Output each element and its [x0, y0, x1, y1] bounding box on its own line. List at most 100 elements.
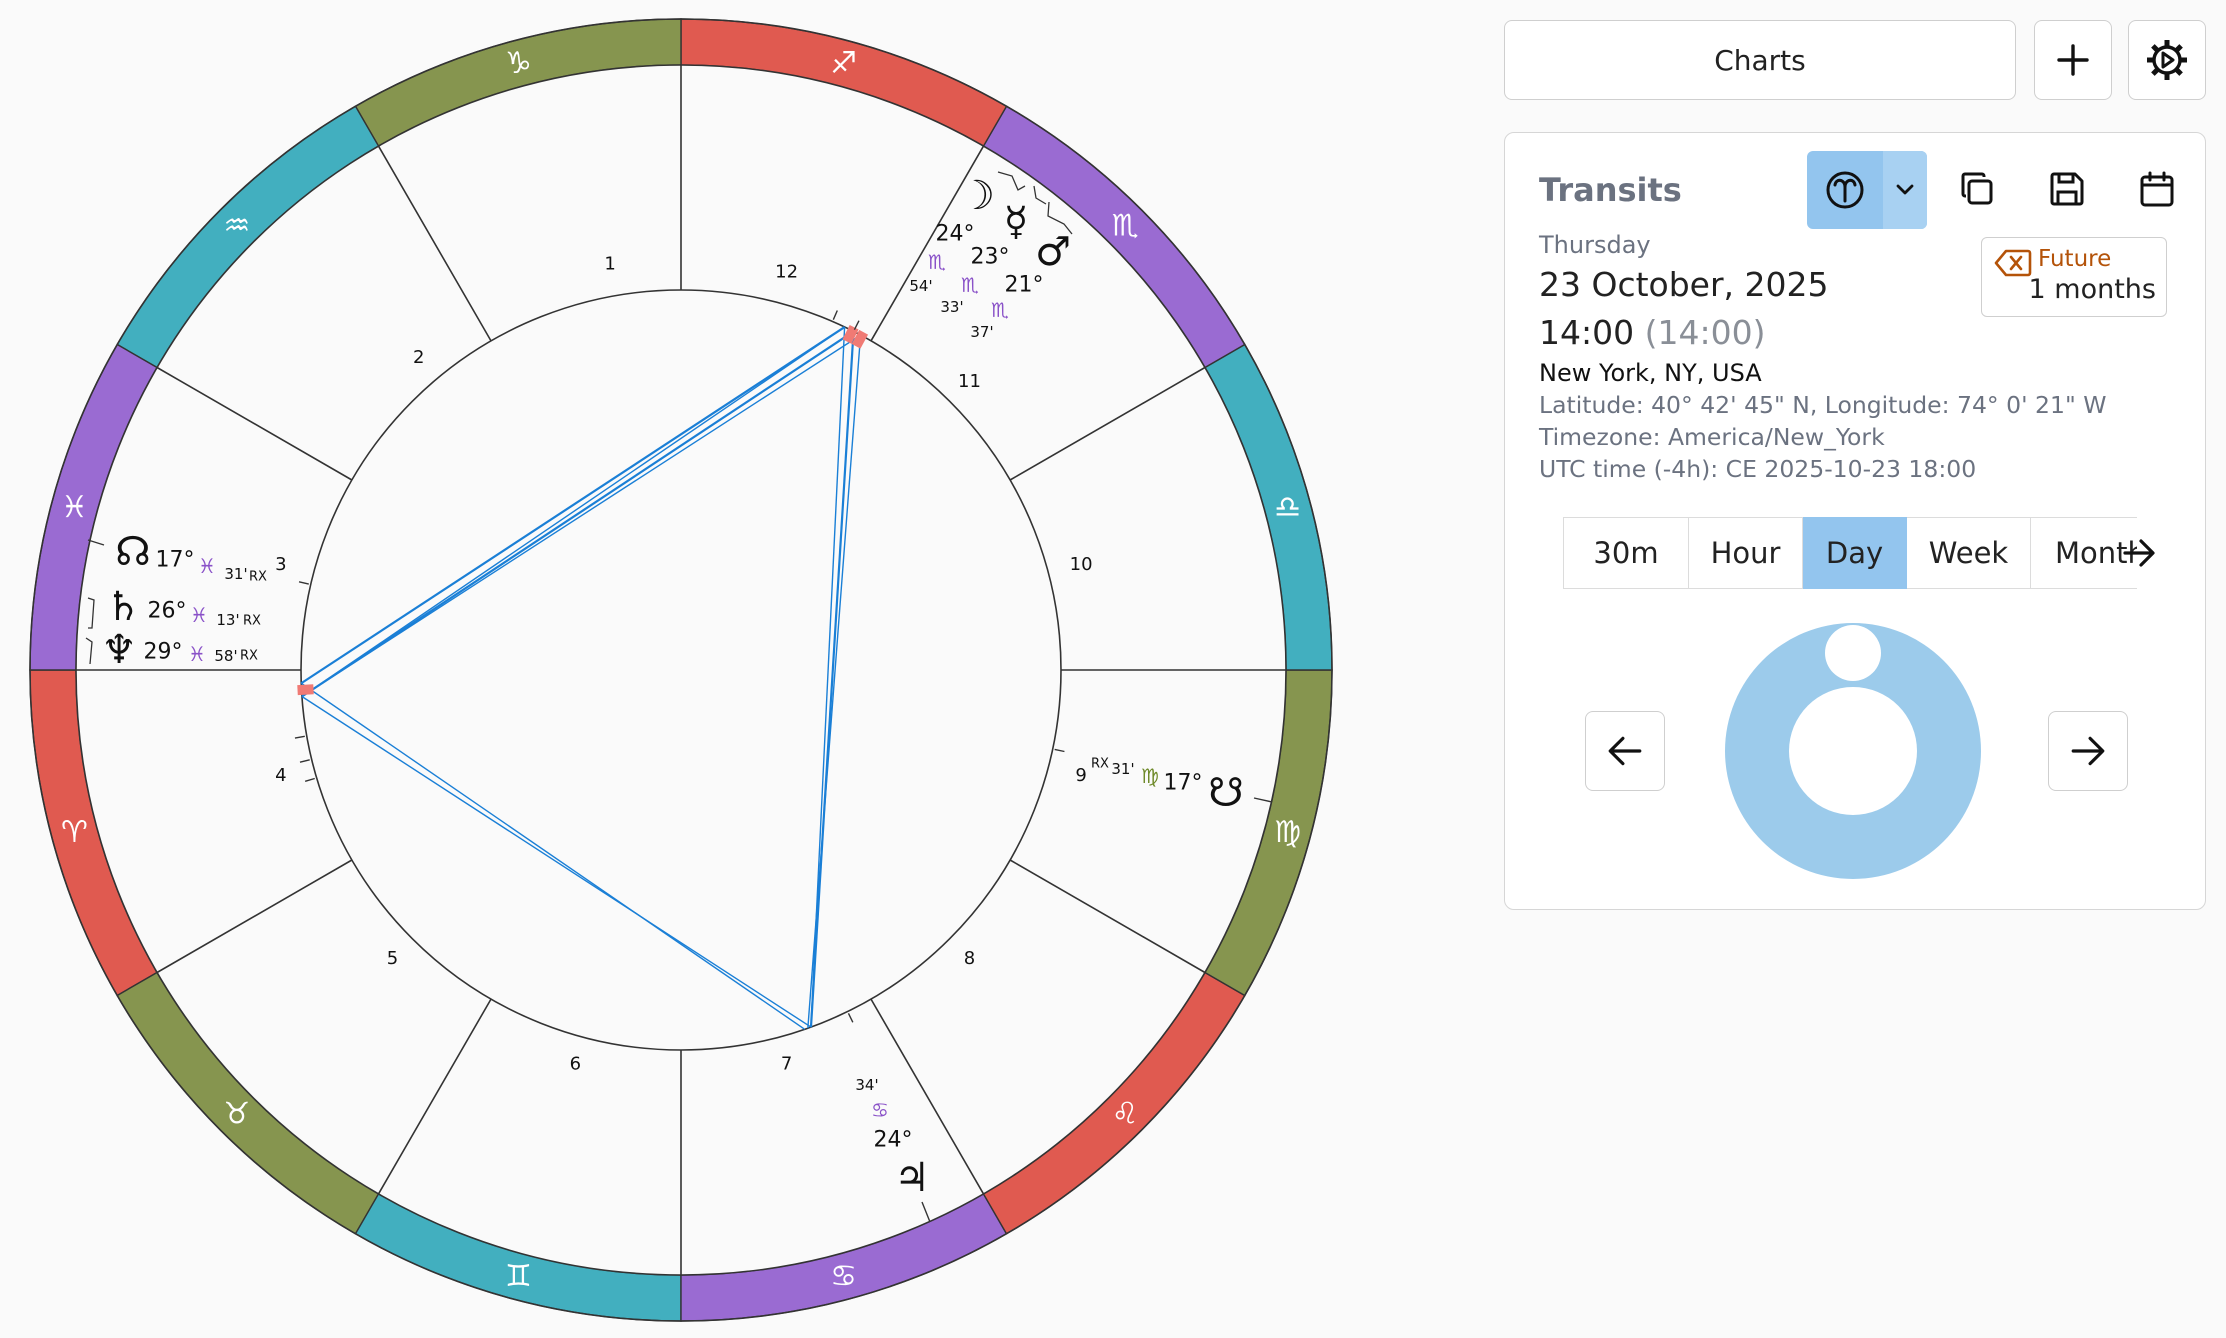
day-progress-indicator[interactable] — [1723, 621, 1983, 881]
jupiter-glyph: ♃ — [894, 1155, 930, 1201]
saturn-retrograde: RX — [243, 614, 261, 629]
future-badge: Future 1 months — [1981, 237, 2167, 317]
day-progress-knob[interactable] — [1825, 625, 1881, 681]
house-number-2: 2 — [413, 347, 424, 368]
mercury-minutes: 33' — [940, 298, 963, 316]
step-hour[interactable]: Hour — [1689, 517, 1803, 589]
north-node-sign: ♓ — [198, 554, 216, 578]
save-button[interactable] — [2043, 165, 2091, 213]
arrow-right-icon — [2071, 736, 2105, 766]
copy-button[interactable] — [1953, 165, 2001, 213]
sign-glyph-leo: ♌ — [1112, 1097, 1139, 1132]
house-cusp — [156, 859, 353, 974]
backspace-icon — [1994, 249, 2032, 277]
planet-marker — [297, 684, 314, 696]
house-number-6: 6 — [570, 1054, 581, 1075]
north-node-minutes: 31' — [224, 565, 247, 583]
sign-glyph-libra: ♎ — [1274, 490, 1301, 525]
mercury-glyph: ☿ — [1004, 199, 1029, 245]
chart-type-dropdown[interactable] — [1883, 151, 1927, 229]
weekday: Thursday — [1539, 231, 1651, 259]
house-cusp — [1009, 859, 1206, 974]
local-time: 14:00 — [1539, 313, 1635, 352]
house-cusp — [870, 145, 985, 342]
aspect-line — [301, 326, 845, 698]
step-scroll-right[interactable] — [2115, 517, 2163, 589]
utc-time: UTC time (-4h): CE 2025-10-23 18:00 — [1539, 455, 1977, 483]
planet-neptune[interactable]: ♆ 29° ♓ 58' RX — [101, 627, 258, 673]
planet-mercury[interactable]: ☿23° ♏33' — [940, 199, 1028, 316]
step-week[interactable]: Week — [1907, 517, 2031, 589]
planet-south-node[interactable]: ☋17°♍ 31'RX — [1091, 757, 1244, 817]
north-node-retrograde: RX — [249, 570, 267, 585]
chart-type-split-button[interactable] — [1807, 151, 1927, 229]
copy-icon — [1961, 172, 1993, 205]
house-number-3: 3 — [275, 554, 286, 575]
time-step-selector: 30m Hour Day Week Month — [1563, 517, 2137, 589]
charts-button-label: Charts — [1714, 43, 1806, 77]
aspect-line — [300, 326, 846, 685]
step-day[interactable]: Day — [1803, 517, 1907, 589]
step-30m[interactable]: 30m — [1563, 517, 1689, 589]
moon-glyph: ☽ — [959, 173, 995, 219]
jupiter-minutes: 34' — [855, 1076, 878, 1094]
sign-glyph-virgo: ♍ — [1274, 815, 1301, 850]
aspect-line — [300, 682, 806, 1030]
mars-sign: ♏ — [991, 298, 1009, 322]
aspect-line — [301, 330, 855, 698]
card-title: Transits — [1539, 171, 1682, 209]
planet-mars[interactable]: ♂21°♏37' — [970, 229, 1071, 341]
mars-minutes: 37' — [970, 323, 993, 341]
house-number-7: 7 — [781, 1054, 792, 1075]
neptune-sign: ♓ — [188, 642, 206, 666]
south-node-retrograde: RX — [1091, 757, 1109, 772]
saturn-sign: ♓ — [190, 603, 208, 627]
north-node-glyph: ☊ — [115, 529, 151, 575]
house-number-1: 1 — [604, 254, 615, 275]
sign-glyph-aries: ♈ — [61, 815, 88, 850]
south-node-sign: ♍ — [1141, 764, 1159, 788]
neptune-minutes: 58' — [214, 647, 237, 665]
house-cusp — [156, 366, 353, 481]
sign-glyph-gemini: ♊ — [505, 1259, 532, 1294]
add-chart-button[interactable] — [2034, 20, 2112, 100]
step-back-button[interactable] — [1585, 711, 1665, 791]
house-cusp — [870, 998, 985, 1195]
house-number-5: 5 — [387, 948, 398, 969]
saturn-minutes: 13' — [216, 611, 239, 629]
south-node-degree: 17° — [1164, 771, 1203, 796]
step-forward-button[interactable] — [2048, 711, 2128, 791]
time: 14:00 (14:00) — [1539, 313, 1765, 352]
transits-card: Transits Thursday — [1504, 132, 2206, 910]
jupiter-sign: ♋ — [871, 1098, 889, 1122]
gear-icon — [2147, 40, 2187, 80]
arrow-left-icon — [1608, 736, 1642, 766]
neptune-degree: 29° — [144, 640, 183, 665]
step-month[interactable]: Month — [2031, 517, 2137, 589]
planet-moon[interactable]: ☽ 24° ♏ 54' — [909, 173, 995, 295]
charts-button[interactable]: Charts — [1504, 20, 2016, 100]
chart-type-button[interactable] — [1807, 151, 1883, 229]
calendar-button[interactable] — [2133, 165, 2181, 213]
house-cusp — [1009, 366, 1206, 481]
aspect-line — [301, 334, 861, 698]
south-node-minutes: 31' — [1111, 760, 1134, 778]
jupiter-degree: 24° — [874, 1128, 913, 1153]
planet-north-node[interactable]: ☊ 17° ♓ 31' RX — [115, 529, 267, 585]
calendar-icon — [2140, 171, 2174, 207]
badge-value: 1 months — [2028, 274, 2156, 305]
sign-glyph-cancer: ♋ — [830, 1259, 857, 1294]
house-cusp — [377, 145, 492, 342]
aries-icon — [1826, 171, 1864, 209]
sign-glyph-sagittarius: ♐ — [830, 46, 857, 81]
planet-saturn[interactable]: ♄ 26° ♓ 13' RX — [105, 584, 261, 630]
south-node-glyph: ☋ — [1208, 770, 1244, 816]
sign-glyph-pisces: ♓ — [61, 490, 88, 525]
house-cusp — [377, 998, 492, 1195]
neptune-glyph: ♆ — [101, 627, 137, 673]
saturn-glyph: ♄ — [105, 584, 141, 630]
original-time: (14:00) — [1644, 313, 1766, 352]
planet-jupiter[interactable]: ♃24° ♋ 34' — [855, 1076, 930, 1201]
settings-button[interactable] — [2128, 20, 2206, 100]
